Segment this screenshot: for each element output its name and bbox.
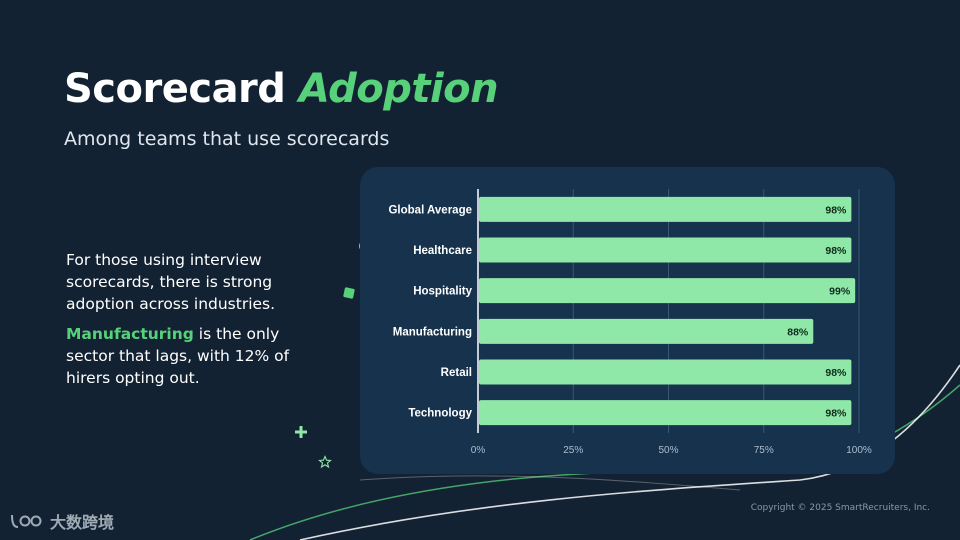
body-paragraph-1: For those using interview scorecards, th…: [66, 251, 276, 313]
bar: [479, 318, 814, 344]
data-label: 98%: [825, 204, 847, 216]
title-main: Scorecard: [64, 66, 286, 112]
plus-icon: [295, 426, 307, 438]
bar: [479, 196, 852, 222]
category-label: Technology: [408, 408, 472, 420]
category-label: Retail: [441, 367, 472, 379]
data-label: 98%: [825, 408, 847, 420]
bar: [479, 400, 852, 426]
highlight-manufacturing: Manufacturing: [66, 325, 194, 343]
bar: [479, 359, 852, 385]
x-tick-label: 25%: [563, 445, 583, 456]
body-paragraph-2: Manufacturing is the only sector that la…: [66, 323, 291, 389]
title-accent: Adoption: [298, 66, 499, 112]
x-tick-label: 75%: [754, 445, 774, 456]
watermark: 大数跨境: [10, 509, 114, 533]
bar: [479, 278, 856, 304]
category-label: Healthcare: [413, 245, 472, 257]
star-outline-icon: [318, 455, 332, 469]
bar-chart: 0% 25% 50% 75% 100% Global Average 98% Healthca…: [388, 189, 872, 456]
category-label: Hospitality: [413, 286, 472, 298]
square-shape-icon: [343, 287, 355, 299]
body-text: For those using interview scorecards, th…: [66, 249, 291, 397]
x-tick-label: 0%: [471, 445, 486, 456]
data-label: 98%: [825, 367, 847, 379]
data-label: 99%: [829, 286, 851, 298]
copyright-text: Copyright © 2025 SmartRecruiters, Inc.: [750, 503, 930, 513]
page-title: Scorecard Adoption: [64, 66, 499, 112]
category-label: Manufacturing: [393, 326, 472, 338]
body-paragraph-2-rest: is the only sector that lags, with 12% o…: [66, 325, 290, 387]
data-label: 88%: [787, 326, 809, 338]
chart-card: 0% 25% 50% 75% 100% Global Average 98% Healthca…: [360, 167, 895, 474]
bar: [479, 237, 852, 263]
data-label: 98%: [825, 245, 847, 257]
watermark-text: 大数跨境: [50, 513, 115, 532]
watermark-logo-icon: [11, 514, 42, 528]
page-subtitle: Among teams that use scorecards: [64, 128, 390, 150]
x-tick-label: 100%: [846, 445, 872, 456]
category-label: Global Average: [388, 204, 472, 216]
x-tick-label: 50%: [658, 445, 678, 456]
